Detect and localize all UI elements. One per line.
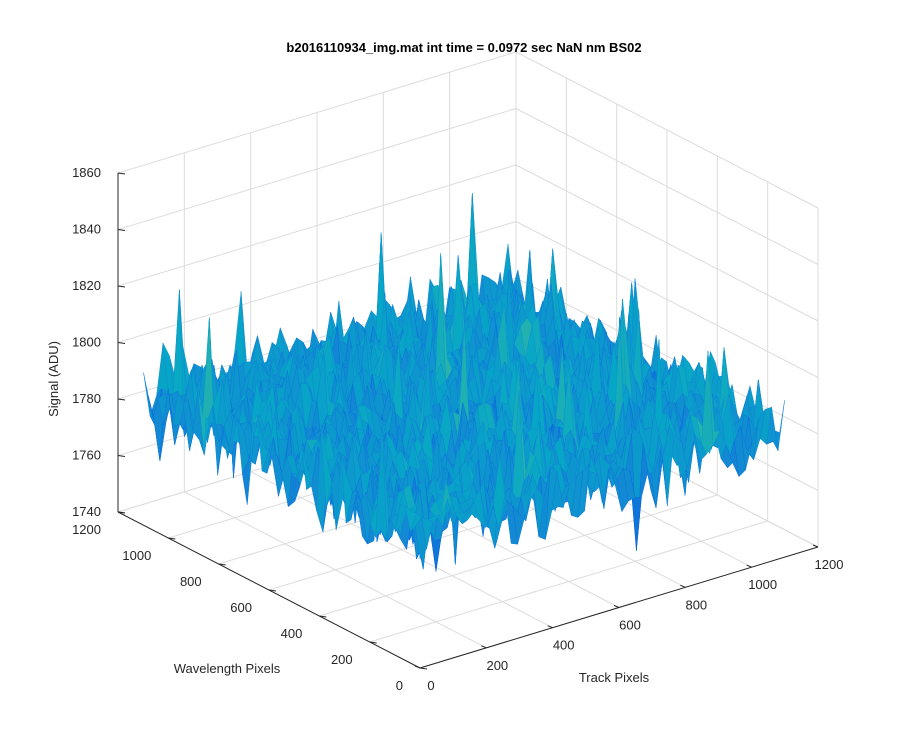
x-tick-label: 400 bbox=[553, 638, 575, 653]
x-tick-label: 1000 bbox=[748, 577, 777, 592]
chart-title: b2016110934_img.mat int time = 0.0972 se… bbox=[286, 40, 641, 55]
grid-line bbox=[117, 51, 517, 174]
surface-mesh bbox=[143, 193, 785, 572]
grid-line bbox=[117, 221, 517, 343]
z-tick-mark bbox=[117, 229, 126, 231]
grid-line bbox=[515, 277, 819, 435]
y-tick-label: 400 bbox=[281, 626, 303, 641]
grid-line bbox=[369, 520, 768, 643]
y-tick-mark bbox=[268, 589, 277, 592]
y-axis-label: Wavelength Pixels bbox=[174, 661, 281, 676]
tick-labels: 0 200 400 600 800 1000 1200 0 200 400 600 800 1000 12… bbox=[72, 165, 843, 693]
z-tick-mark bbox=[117, 398, 126, 401]
grid-line bbox=[515, 51, 819, 209]
x-tick-label: 800 bbox=[685, 597, 707, 612]
grid-line bbox=[117, 164, 517, 287]
y-tick-mark bbox=[218, 563, 226, 566]
grid-line bbox=[319, 494, 718, 617]
x-tick-label: 1200 bbox=[815, 557, 844, 572]
x-tick-mark bbox=[414, 665, 421, 669]
z-tick-mark bbox=[117, 342, 126, 344]
z-tick-label: 1780 bbox=[72, 391, 101, 406]
x-tick-label: 600 bbox=[619, 618, 641, 633]
y-tick-label: 1000 bbox=[122, 548, 151, 563]
y-tick-label: 600 bbox=[230, 600, 252, 615]
axes bbox=[117, 172, 819, 670]
z-tick-label: 1820 bbox=[72, 278, 101, 293]
z-tick-label: 1860 bbox=[72, 165, 101, 180]
y-tick-mark bbox=[168, 537, 176, 540]
y-tick-label: 1200 bbox=[72, 522, 101, 537]
z-tick-label: 1800 bbox=[72, 335, 101, 350]
y-tick-mark bbox=[319, 615, 327, 618]
z-tick-mark bbox=[117, 285, 126, 288]
grid-line bbox=[515, 221, 819, 378]
y-tick-mark bbox=[369, 641, 377, 644]
y-tick-label: 0 bbox=[396, 678, 403, 693]
z-tick-label: 1760 bbox=[72, 448, 101, 463]
z-tick-mark bbox=[117, 455, 126, 457]
x-tick-mark bbox=[746, 564, 752, 568]
surface-patch bbox=[414, 517, 427, 560]
x-axis-label: Track Pixels bbox=[579, 670, 650, 685]
z-tick-mark bbox=[117, 511, 126, 514]
x-tick-mark bbox=[547, 625, 553, 629]
x-tick-label: 0 bbox=[427, 678, 434, 693]
y-tick-label: 800 bbox=[180, 574, 202, 589]
x-tick-mark bbox=[812, 544, 819, 548]
z-tick-label: 1840 bbox=[72, 222, 101, 237]
x-tick-mark bbox=[613, 605, 620, 608]
x-tick-mark bbox=[680, 584, 686, 588]
x-tick-mark bbox=[481, 645, 487, 649]
x-tick-label: 200 bbox=[486, 658, 508, 673]
grid-line bbox=[515, 164, 819, 322]
z-tick-mark bbox=[117, 172, 126, 175]
y-tick-mark bbox=[419, 667, 428, 670]
z-tick-label: 1740 bbox=[72, 504, 101, 519]
grid-line bbox=[117, 108, 517, 230]
grid-line bbox=[515, 108, 819, 265]
z-axis-label: Signal (ADU) bbox=[46, 341, 61, 417]
y-tick-label: 200 bbox=[331, 652, 353, 667]
